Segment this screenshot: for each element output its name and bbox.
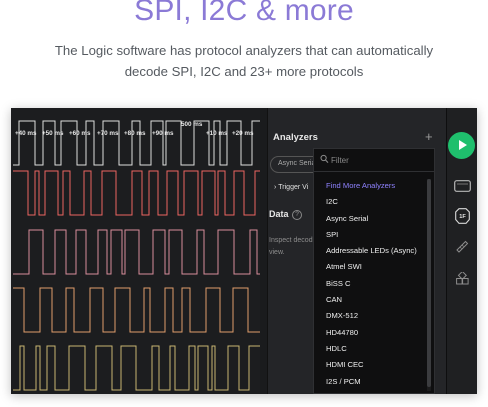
data-empty-hint: Inspect decod view.	[269, 237, 313, 256]
time-tick: +20 ms	[232, 130, 254, 137]
filter-input[interactable]	[331, 153, 429, 167]
analyzer-option[interactable]: I2C	[326, 197, 338, 207]
analyzer-option[interactable]: Atmel SWI	[326, 262, 362, 272]
analyzer-option[interactable]: DMX-512	[326, 311, 359, 321]
extensions-icon[interactable]	[456, 272, 469, 285]
analyzer-option[interactable]: HDLC	[326, 343, 347, 353]
channels-icon[interactable]	[454, 180, 471, 192]
time-tick: +80 ms	[124, 130, 146, 137]
analyzer-icon[interactable]: 1F	[455, 208, 470, 224]
play-icon[interactable]	[448, 132, 475, 159]
channel-trace-2	[13, 229, 260, 275]
analyzer-option[interactable]: I2S / PCM	[326, 376, 361, 386]
analyzer-option[interactable]: Async Serial	[326, 213, 369, 223]
filter-box	[314, 149, 434, 172]
analyzer-option[interactable]: CAN	[326, 295, 343, 305]
trigger-view-label: Trigger Vi	[278, 184, 309, 191]
page-subheadline: The Logic software has protocol analyzer…	[20, 40, 468, 82]
find-more-analyzers-link[interactable]: Find More Analyzers	[326, 181, 396, 190]
chevron-right-icon: ›	[274, 184, 279, 191]
analyzer-option[interactable]: Addressable LEDs (Async)	[326, 246, 417, 256]
channel-trace-3	[13, 287, 260, 333]
dropdown-scrollbar[interactable]	[427, 179, 431, 387]
time-tick: +40 ms	[15, 130, 37, 137]
analyzer-dropdown: Find More Analyzers I2C Async Serial SPI…	[313, 148, 435, 394]
analyzers-title: Analyzers	[273, 132, 318, 143]
waveform-view[interactable]: 500 ms +40 ms +50 ms +60 ms +70 ms +80 m…	[11, 108, 260, 394]
add-analyzer-button[interactable]: +	[425, 129, 433, 144]
analyzer-option[interactable]: SPI	[326, 229, 339, 239]
channel-trace-0	[13, 120, 260, 166]
help-icon[interactable]: ?	[292, 210, 302, 220]
analyzer-list: Find More Analyzers I2C Async Serial SPI…	[314, 178, 426, 390]
trigger-view-toggle[interactable]: › Trigger Vi	[274, 184, 308, 191]
channel-trace-1	[13, 170, 260, 216]
channel-trace-4	[13, 345, 260, 391]
analyzer-badge-text: 1F	[459, 214, 466, 220]
subheadline-line-1: The Logic software has protocol analyzer…	[54, 43, 434, 58]
center-time-label: 500 ms	[181, 121, 203, 128]
logic-app-window: 500 ms +40 ms +50 ms +60 ms +70 ms +80 m…	[11, 108, 477, 394]
measure-icon[interactable]	[456, 240, 469, 253]
time-tick: +10 ms	[206, 130, 228, 137]
analyzer-option[interactable]: HD44780	[326, 327, 359, 337]
data-section-title: Data	[269, 209, 289, 219]
analyzer-option[interactable]: BiSS C	[326, 278, 351, 288]
search-icon	[320, 154, 329, 163]
time-tick: +70 ms	[97, 130, 119, 137]
right-toolbar: 1F	[446, 108, 477, 394]
page-headline: SPI, I2C & more	[134, 0, 354, 27]
waveform-channels	[13, 120, 260, 391]
subheadline-line-2: decode SPI, I2C and 23+ more protocols	[124, 64, 364, 79]
time-tick: +60 ms	[69, 130, 91, 137]
time-tick: +50 ms	[42, 130, 64, 137]
analyzer-option[interactable]: HDMI CEC	[326, 360, 364, 370]
